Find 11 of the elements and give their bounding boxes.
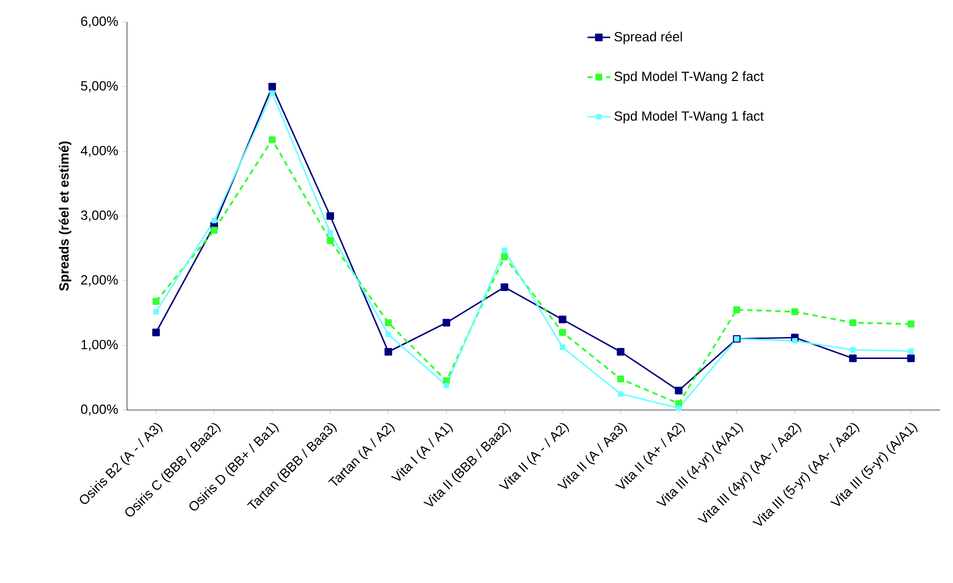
legend-label: Spd Model T-Wang 2 fact [614, 71, 764, 84]
y-tick-label: 4,00% [80, 146, 118, 157]
y-tick-label: 1,00% [82, 340, 118, 351]
legend-label: Spread réel [614, 31, 682, 44]
y-tick-label: 3,00% [80, 210, 118, 222]
y-tick-label: 5,00% [81, 81, 118, 92]
y-tick-label: 6,00% [81, 16, 118, 28]
legend-label: Spd Model T-Wang 1 fact [614, 110, 764, 124]
y-axis-title: Spreads (réel et estimé) [58, 141, 72, 291]
y-tick-label: 0,00% [81, 404, 118, 416]
y-tick-label: 2,00% [81, 275, 118, 286]
